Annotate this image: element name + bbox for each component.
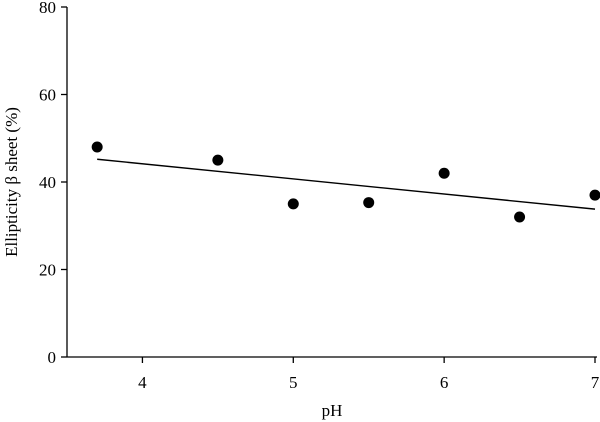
x-tick-label: 6 (440, 373, 449, 392)
x-tick-label: 5 (289, 373, 298, 392)
data-point (287, 198, 299, 210)
x-axis-ticks: 4 5 6 7 (138, 357, 600, 392)
y-axis-title: Ellipticity β sheet (%) (2, 107, 21, 257)
y-tick-label: 40 (39, 173, 56, 192)
y-tick-label: 0 (48, 348, 57, 367)
y-tick-label: 60 (39, 86, 56, 105)
data-point (363, 197, 375, 209)
data-point (438, 167, 450, 179)
y-tick-label: 80 (39, 0, 56, 17)
y-tick-label: 20 (39, 261, 56, 280)
x-tick-label: 7 (591, 373, 600, 392)
data-point (212, 154, 224, 166)
plot-area: 0 20 40 60 80 4 5 6 7 (39, 0, 600, 392)
data-point (589, 189, 600, 201)
x-axis-title: pH (322, 401, 343, 420)
x-tick-label: 4 (138, 373, 147, 392)
y-axis-ticks: 0 20 40 60 80 (39, 0, 67, 367)
data-point (514, 211, 526, 223)
data-points (91, 141, 600, 223)
trend-line (97, 158, 596, 210)
data-point (91, 141, 103, 153)
